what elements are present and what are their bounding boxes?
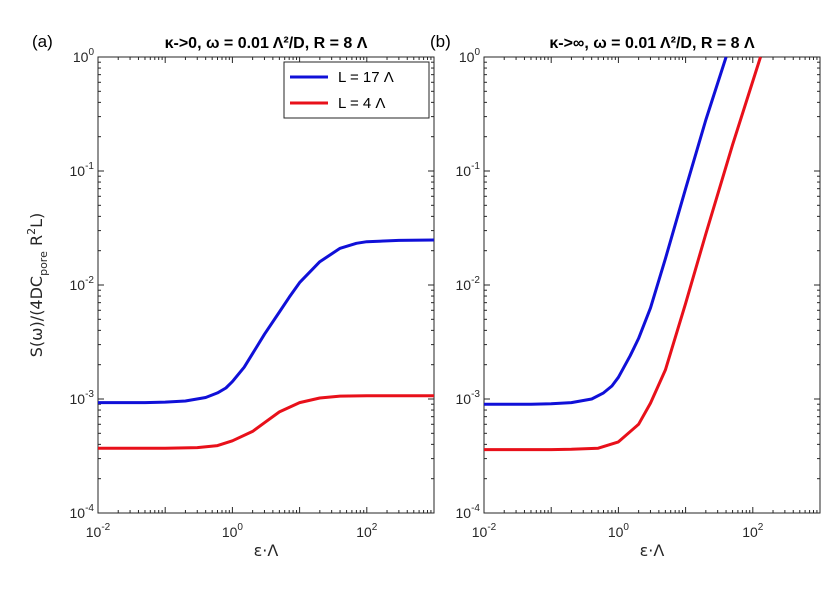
y-ticks-b: 10-4 10-3 10-2 10-1 100 bbox=[456, 47, 820, 521]
series-line-b-1 bbox=[484, 56, 762, 452]
x-axis-label-b: ε·Λ bbox=[640, 541, 665, 560]
y-tick-label: 10-3 bbox=[70, 389, 95, 407]
y-tick-label: 100 bbox=[73, 47, 95, 65]
chart-title-b: κ->∞, ω = 0.01 Λ²/D, R = 8 Λ bbox=[549, 35, 755, 52]
series-a bbox=[98, 238, 435, 450]
y-tick-label: 10-4 bbox=[456, 503, 481, 521]
plot-area-a bbox=[97, 56, 435, 514]
x-tick-label: 102 bbox=[742, 522, 764, 540]
x-axis-label-a: ε·Λ bbox=[254, 541, 279, 560]
panel-a: (a) κ->0, ω = 0.01 Λ²/D, R = 8 Λ 10-2 100… bbox=[25, 32, 435, 560]
legend: L = 17 Λ L = 4 Λ bbox=[283, 61, 430, 119]
series-line-a-1 bbox=[98, 394, 434, 450]
y-tick-label: 10-3 bbox=[456, 389, 481, 407]
series-b bbox=[484, 56, 762, 452]
x-tick-label: 100 bbox=[608, 522, 630, 540]
x-ticks-a: 10-2 100 102 bbox=[86, 57, 432, 540]
x-tick-label: 100 bbox=[222, 522, 244, 540]
y-ticks-a: 10-4 10-3 10-2 10-1 100 bbox=[70, 47, 434, 521]
x-tick-label: 10-2 bbox=[472, 522, 497, 540]
series-line-a-0 bbox=[98, 238, 435, 405]
y-tick-label: 10-2 bbox=[70, 275, 95, 293]
series-line-b-0 bbox=[484, 56, 728, 406]
chart-title-a: κ->0, ω = 0.01 Λ²/D, R = 8 Λ bbox=[165, 35, 368, 52]
x-tick-label: 10-2 bbox=[86, 522, 111, 540]
legend-label-1: L = 4 Λ bbox=[338, 95, 385, 112]
y-tick-label: 10-1 bbox=[456, 161, 481, 179]
y-tick-label: 10-4 bbox=[70, 503, 95, 521]
y-tick-label: 10-2 bbox=[456, 275, 481, 293]
y-tick-label: 100 bbox=[459, 47, 481, 65]
legend-label-0: L = 17 Λ bbox=[338, 69, 394, 86]
x-tick-label: 102 bbox=[356, 522, 378, 540]
legend-box bbox=[283, 61, 430, 119]
panel-b: (b) κ->∞, ω = 0.01 Λ²/D, R = 8 Λ 10-2 100… bbox=[430, 32, 821, 560]
x-ticks-b: 10-2 100 102 bbox=[472, 57, 818, 540]
panel-label-a: (a) bbox=[32, 32, 53, 51]
y-tick-label: 10-1 bbox=[70, 161, 95, 179]
y-axis-label-a: S(ω)/(4DCpore R2L) bbox=[25, 213, 50, 357]
panel-label-b: (b) bbox=[430, 32, 451, 51]
plot-area-b bbox=[483, 56, 821, 514]
